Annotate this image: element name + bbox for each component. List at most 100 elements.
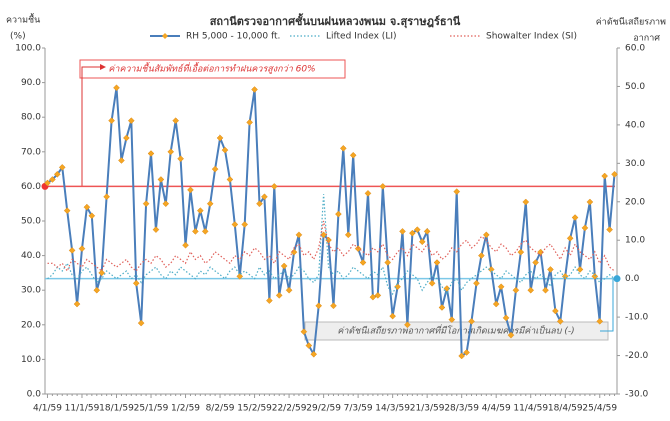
data-point <box>68 247 76 254</box>
data-point <box>167 148 175 156</box>
data-point <box>53 170 61 178</box>
annotation-box <box>79 59 346 79</box>
data-point <box>241 221 249 228</box>
data-point <box>487 266 495 273</box>
data-point <box>497 283 505 291</box>
data-point <box>295 231 303 239</box>
data-point <box>374 292 382 299</box>
annotation: ค่าดัชนีเสถียรภาพอากาศที่มีโอกาสเกิดเมฆค… <box>337 324 574 337</box>
x-tick-label: 15/2/59 <box>237 404 272 414</box>
arrow-head <box>100 64 106 70</box>
data-point <box>142 200 150 208</box>
data-point <box>418 238 426 246</box>
x-tick-label: 11/1/59 <box>65 404 100 414</box>
data-point <box>246 119 253 126</box>
data-point <box>98 269 106 277</box>
data-point <box>78 245 86 253</box>
x-tick-label: 8/2/59 <box>206 404 235 414</box>
data-point <box>261 193 268 201</box>
data-point <box>611 170 618 178</box>
data-point <box>172 117 180 125</box>
data-point <box>320 231 327 239</box>
data-point <box>507 331 515 339</box>
annotation-connector <box>600 279 614 332</box>
data-point <box>177 155 184 163</box>
data-point <box>547 266 554 273</box>
legend-label: Showalter Index (SI) <box>486 32 577 42</box>
data-point <box>216 134 224 142</box>
data-point <box>44 179 51 187</box>
data-point <box>103 193 110 201</box>
data-point <box>236 273 244 280</box>
data-point <box>453 188 461 195</box>
series-line <box>46 87 616 358</box>
y-tick-label: 20.0 <box>21 320 41 330</box>
data-point <box>93 286 101 294</box>
data-point <box>478 252 485 259</box>
data-point <box>344 231 352 239</box>
data-point <box>108 117 115 125</box>
data-point <box>413 226 421 234</box>
y2-tick-label: 20.0 <box>625 197 645 207</box>
data-point <box>83 203 91 211</box>
data-point <box>335 210 342 218</box>
x-tick-label: 4/1/59 <box>33 404 62 414</box>
data-point <box>231 221 239 228</box>
data-point <box>606 226 613 234</box>
x-tick-label: 25/4/59 <box>582 404 617 414</box>
y-tick-label: 40.0 <box>21 251 41 261</box>
y2-tick-label: 0.0 <box>625 274 640 284</box>
x-tick-label: 29/2/59 <box>306 404 341 414</box>
data-point <box>118 157 125 164</box>
data-point <box>127 117 135 125</box>
annotation-connector <box>81 66 100 187</box>
data-point <box>251 86 258 93</box>
data-point <box>473 279 480 287</box>
data-point <box>349 151 357 159</box>
data-point <box>330 302 337 310</box>
y-tick-label: 30.0 <box>21 286 41 296</box>
data-point <box>404 321 411 329</box>
data-point <box>492 300 500 308</box>
data-point <box>591 273 599 280</box>
y2-tick-label: 40.0 <box>625 120 645 130</box>
data-point <box>270 183 278 190</box>
data-point <box>468 317 475 325</box>
y-axis-label: ความชื้น <box>6 13 40 26</box>
data-point <box>206 200 214 208</box>
y2-tick-label: 10.0 <box>625 236 645 246</box>
data-point <box>63 207 71 214</box>
data-point <box>409 229 416 237</box>
data-point <box>58 164 66 171</box>
data-point <box>423 228 431 235</box>
x-tick-label: 7/3/59 <box>344 404 373 414</box>
legend-label: RH 5,000 - 10,000 ft. <box>186 32 280 42</box>
y2-tick-label: -10.0 <box>625 313 649 323</box>
data-point <box>256 200 263 208</box>
data-point <box>482 231 490 239</box>
data-point <box>49 176 56 183</box>
x-tick-label: 28/3/59 <box>444 404 479 414</box>
data-point <box>300 328 308 336</box>
data-point <box>132 279 140 287</box>
x-tick-label: 21/3/59 <box>410 404 445 414</box>
x-tick-label: 4/4/59 <box>482 404 511 414</box>
data-point <box>285 286 293 294</box>
legend-marker <box>162 33 168 39</box>
data-point <box>364 189 372 197</box>
x-tick-label: 1/2/59 <box>171 404 200 414</box>
data-point <box>542 286 549 294</box>
data-point <box>399 228 406 235</box>
data-point <box>448 316 456 323</box>
series-line <box>47 220 615 273</box>
data-point <box>275 292 283 299</box>
y2-tick-label: 60.0 <box>625 44 645 54</box>
y-tick-label: 0.0 <box>27 390 42 400</box>
data-point <box>305 342 313 349</box>
data-point <box>113 84 120 92</box>
y-tick-label: 10.0 <box>21 355 41 365</box>
data-point <box>123 134 130 142</box>
x-tick-label: 18/4/59 <box>548 404 583 414</box>
data-point <box>369 293 377 301</box>
